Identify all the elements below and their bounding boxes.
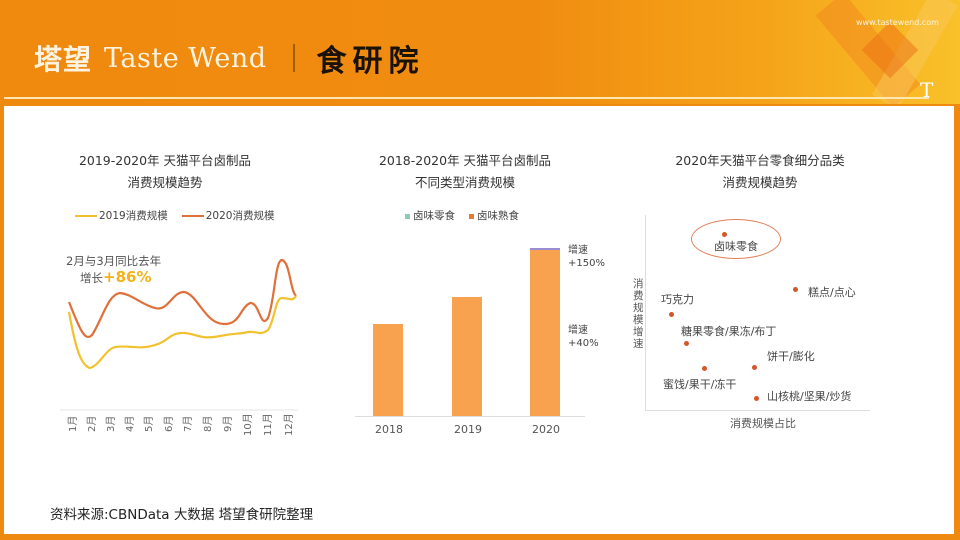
source-note: 资料来源:CBNData 大数据 塔望食研院整理	[50, 507, 314, 523]
bar-2020-snack	[530, 248, 560, 250]
legend-cooked: 卤味熟食	[469, 208, 519, 223]
bar-label-2019: 2019	[454, 423, 482, 436]
legend-snack: 卤味零食	[405, 208, 455, 223]
scatter-xlabel: 消费规模占比	[730, 417, 796, 430]
point-卤味零食	[722, 232, 727, 237]
point-饼干	[752, 365, 757, 370]
growth-mid: 增速 +40%	[568, 325, 599, 349]
scatter-chart-title: 2020年天猫平台零食细分品类 消费规模趋势	[675, 153, 845, 190]
bar-2019	[452, 297, 482, 416]
institute-name: 食研院	[316, 44, 425, 79]
growth-top: 增速 +150%	[568, 245, 605, 269]
point-糖果	[684, 341, 689, 346]
scatter-x-axis	[645, 410, 870, 411]
bar-2020	[530, 250, 560, 416]
bar-2018	[373, 324, 403, 416]
line-chart-title: 2019-2020年 天猫平台卤制品 消费规模趋势	[78, 153, 252, 190]
scatter-ylabel: 消费规模增速	[633, 278, 644, 350]
line-chart-legend: 2019消费规模 2020消费规模	[75, 208, 274, 223]
bar-label-2018: 2018	[375, 423, 403, 436]
point-蜜饯	[702, 366, 707, 371]
point-巧克力	[669, 312, 674, 317]
header-rule	[4, 97, 929, 99]
highlight-ellipse	[691, 219, 781, 259]
bar-label-2020: 2020	[532, 423, 560, 436]
scatter-y-axis	[645, 215, 646, 410]
brand-divider	[292, 44, 295, 72]
header-banner: 塔望 Taste Wend 食研院 www.tastewend.com T	[0, 0, 960, 104]
bar-chart-legend: 卤味零食 卤味熟食	[405, 208, 519, 223]
bar-chart-title: 2018-2020年 天猫平台卤制品 不同类型消费规模	[378, 153, 552, 190]
decorative-graphic	[810, 0, 960, 104]
brand-en: Taste Wend	[104, 42, 267, 74]
point-山核桃	[754, 396, 759, 401]
bar-axis	[355, 416, 585, 417]
line-annotation: 2月与3月同比去年 增长+86%	[66, 254, 162, 286]
line-plot	[60, 258, 298, 411]
website-url: www.tastewend.com	[856, 18, 939, 27]
brand-cn: 塔望	[34, 43, 93, 76]
legend-2020: 2020消费规模	[181, 208, 274, 223]
point-糕点	[793, 287, 798, 292]
legend-2019: 2019消费规模	[75, 208, 168, 223]
brand-logo: 塔望 Taste Wend 食研院	[34, 36, 425, 80]
t-logo-icon: T	[920, 78, 934, 102]
